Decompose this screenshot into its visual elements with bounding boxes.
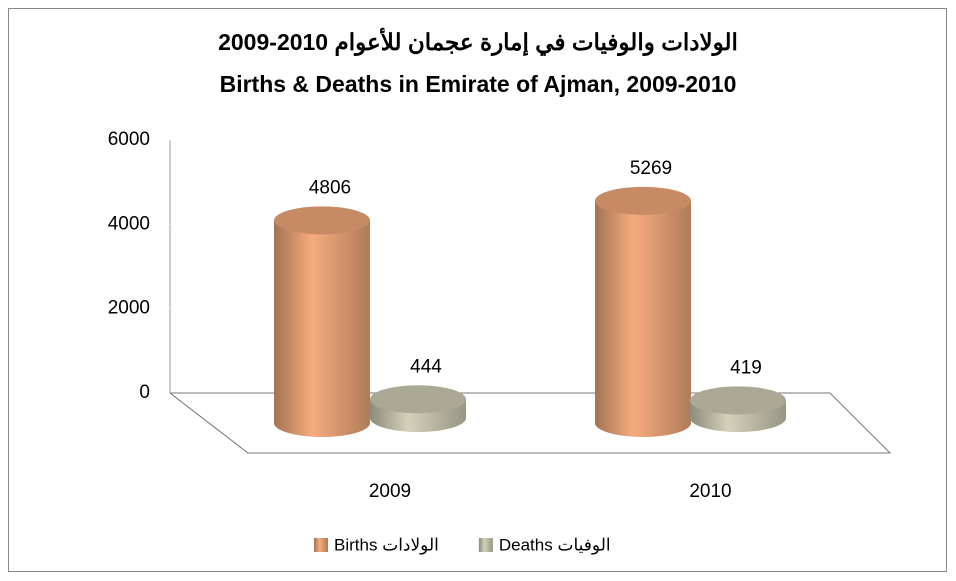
cylinder [690,386,786,432]
value-label: 4806 [309,177,351,198]
chart-title: الولادات والوفيات في إمارة عجمان للأعوام… [218,27,738,57]
cylinder-top [274,206,370,235]
y-tick-label: 4000 [108,213,150,234]
value-label: 5269 [630,158,672,179]
value-label: 444 [410,356,442,377]
cylinder [370,385,466,432]
legend-label: Deaths الوفيات [499,535,611,555]
legend-label: Births الولادات [334,535,439,555]
y-tick-label: 2000 [108,298,150,319]
cylinder-top [595,186,691,215]
cylinder-body [595,200,691,437]
x-tick-label: 2010 [689,481,731,502]
legend-swatch [314,538,328,552]
frame [8,8,947,572]
value-label: 419 [730,357,762,378]
y-tick-label: 0 [139,382,150,403]
cylinder-body [274,220,370,437]
y-tick-label: 6000 [108,129,150,150]
legend-swatch [478,538,493,552]
cylinder [274,206,370,437]
cylinder [595,186,691,437]
cylinder-top [690,386,786,415]
chart-subtitle: Births & Deaths in Emirate of Ajman, 200… [220,71,737,97]
cylinder-top [370,385,466,414]
x-tick-label: 2009 [369,481,411,502]
